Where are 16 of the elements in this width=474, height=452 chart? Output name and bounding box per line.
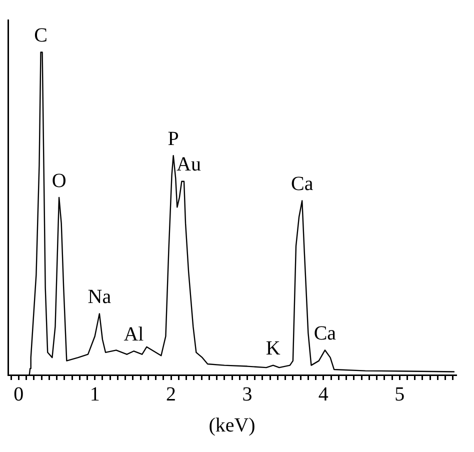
- annotation: Ca: [290, 172, 314, 195]
- annotation: Ca: [314, 322, 336, 344]
- x-axis-title: (keV): [208, 414, 256, 436]
- annotation: Au: [176, 154, 201, 176]
- x-tick-label: 5: [394, 383, 405, 406]
- annotation: K: [266, 338, 281, 360]
- x-tick-label: 0: [14, 383, 24, 406]
- annotation: Na: [88, 286, 112, 308]
- x-tick-label: 3: [242, 383, 252, 406]
- annotation: O: [52, 170, 66, 192]
- annotation: Al: [124, 323, 144, 346]
- x-tick-label: 1: [90, 383, 100, 406]
- x-tick-label: 4: [318, 383, 328, 406]
- annotation: P: [168, 128, 179, 150]
- x-tick-label: 2: [166, 383, 176, 406]
- annotation: C: [34, 24, 48, 47]
